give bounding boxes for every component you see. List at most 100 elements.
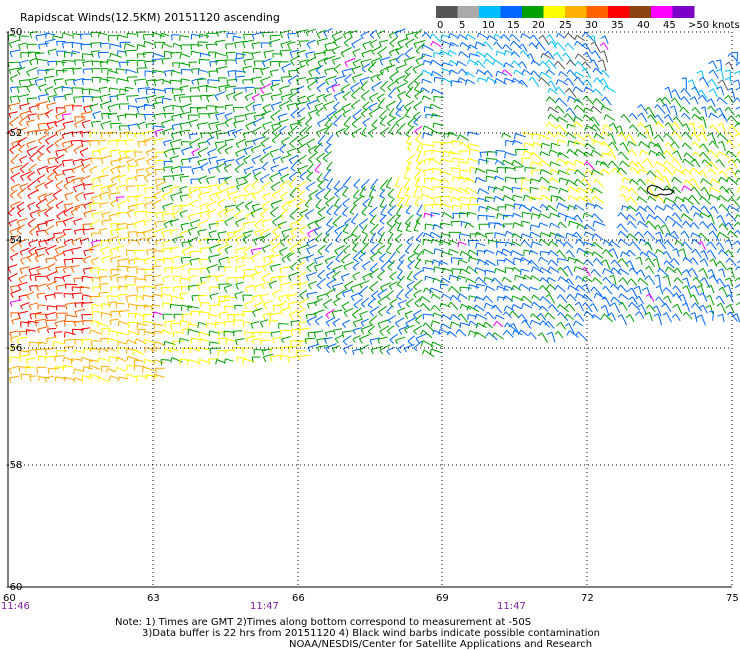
- wind-barb-tick: [420, 193, 423, 200]
- wind-barb: [333, 36, 343, 42]
- wind-barb-tick: [269, 61, 272, 66]
- wind-barb-tick: [583, 224, 587, 230]
- wind-barb-tick: [163, 176, 166, 182]
- wind-barb: [125, 176, 137, 180]
- wind-barb-tick: [387, 319, 392, 324]
- wind-barb: [235, 162, 245, 170]
- wind-barb-tick: [170, 195, 174, 202]
- wind-barb-tick: [197, 322, 200, 328]
- wind-barb-tick: [539, 169, 542, 175]
- wind-barb: [280, 154, 292, 160]
- wind-barb-tick: [691, 141, 695, 146]
- wind-barb: [605, 285, 613, 295]
- wind-barb-tick: [191, 69, 193, 74]
- wind-barb: [713, 206, 719, 214]
- wind-barb: [388, 222, 397, 232]
- wind-barb: [702, 143, 710, 153]
- wind-barb-tick: [557, 267, 561, 271]
- wind-barb: [317, 57, 328, 63]
- wind-barb-tick: [216, 167, 221, 173]
- wind-barb-tick: [286, 257, 291, 262]
- wind-barb: [675, 116, 684, 126]
- wind-barb-tick: [369, 257, 374, 262]
- wind-barb: [719, 107, 725, 119]
- wind-barb: [361, 127, 367, 135]
- wind-barb: [548, 69, 556, 76]
- wind-barb-tick: [432, 186, 435, 192]
- wind-barb: [62, 32, 72, 37]
- wind-barb: [432, 70, 442, 77]
- wind-barb-tick: [370, 250, 376, 255]
- wind-barb: [110, 227, 122, 232]
- wind-barb-tick: [585, 202, 588, 208]
- wind-barb-tick: [377, 232, 383, 237]
- wind-barb-tick: [326, 142, 331, 146]
- wind-barb-tick: [706, 284, 712, 288]
- wind-barb: [434, 248, 444, 252]
- wind-barb: [26, 83, 35, 88]
- wind-barb: [486, 215, 496, 218]
- wind-barb: [198, 69, 209, 73]
- wind-barb: [710, 168, 717, 176]
- wind-barb-tick: [546, 34, 551, 39]
- wind-barb-tick: [549, 232, 552, 238]
- wind-barb-tick: [593, 133, 597, 139]
- wind-barb-tick: [669, 105, 675, 109]
- wind-barb: [676, 196, 686, 203]
- wind-barb-tick: [299, 133, 304, 137]
- wind-barb-tick: [197, 161, 201, 166]
- wind-barb-tick: [548, 149, 551, 154]
- wind-barb-tick: [306, 170, 312, 174]
- wind-barb-tick: [298, 41, 302, 48]
- wind-barb: [163, 175, 173, 177]
- wind-barb: [478, 32, 488, 39]
- wind-barb-tick: [218, 313, 222, 319]
- wind-barb: [260, 83, 272, 90]
- wind-barb: [542, 142, 551, 147]
- wind-barb: [639, 277, 649, 286]
- wind-barb: [253, 171, 262, 177]
- wind-barb-tick: [63, 242, 67, 247]
- wind-barb: [27, 201, 36, 207]
- wind-barb-tick: [407, 266, 412, 270]
- wind-barb: [17, 136, 28, 144]
- wind-barb-tick: [290, 321, 293, 327]
- wind-barb: [154, 220, 167, 223]
- wind-barb: [279, 85, 291, 90]
- wind-barb: [36, 292, 45, 295]
- wind-barb: [224, 305, 235, 308]
- wind-barb-tick: [323, 50, 326, 56]
- wind-barb-tick: [216, 134, 219, 140]
- wind-barb: [694, 96, 699, 105]
- wind-barb-tick: [46, 104, 49, 110]
- wind-barb: [388, 87, 397, 97]
- wind-barb-tick: [218, 86, 221, 93]
- wind-barb: [278, 221, 287, 226]
- wind-barb-tick: [663, 204, 667, 210]
- wind-barb: [515, 69, 525, 76]
- wind-barb-tick: [448, 69, 452, 76]
- wind-barb-tick: [55, 205, 60, 210]
- wind-barb: [281, 228, 293, 233]
- wind-barb: [665, 204, 674, 211]
- wind-barb: [243, 166, 254, 171]
- wind-barb-tick: [352, 51, 357, 58]
- wind-barb: [53, 35, 63, 39]
- wind-barb: [657, 134, 664, 142]
- wind-barb-tick: [287, 240, 292, 246]
- wind-barb: [37, 112, 50, 116]
- wind-barb-tick: [126, 132, 128, 138]
- wind-barb: [539, 222, 548, 227]
- wind-barb: [594, 220, 606, 226]
- wind-barb: [173, 42, 182, 48]
- wind-barb: [405, 31, 418, 36]
- wind-barb-tick: [531, 294, 535, 299]
- wind-barb-tick: [342, 34, 347, 39]
- wind-barb-tick: [289, 52, 293, 58]
- wind-barb-tick: [464, 177, 468, 183]
- wind-barb: [28, 104, 41, 109]
- wind-barb: [542, 296, 551, 304]
- wind-barb-tick: [421, 70, 424, 76]
- wind-barb-tick: [20, 305, 24, 310]
- wind-barb: [188, 119, 199, 123]
